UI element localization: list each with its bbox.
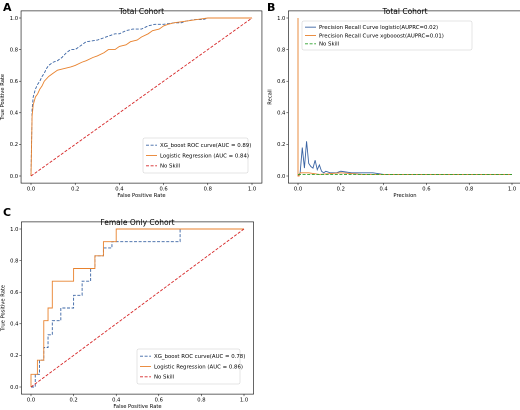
y-tick-label: 0.6 bbox=[277, 79, 285, 85]
y-tick-label: 1.0 bbox=[10, 227, 18, 233]
y-tick-label: 0.4 bbox=[10, 111, 19, 117]
y-tick-label: 0.2 bbox=[277, 142, 285, 148]
x-tick-label: 0.4 bbox=[112, 398, 121, 404]
legend-box bbox=[142, 137, 249, 174]
y-tick-label: 0.8 bbox=[277, 47, 285, 53]
chart-panel-2: Female Only Cohort 0.0 0.2 0.4 0.6 0.8 1.0 0.0 0… bbox=[0, 218, 254, 410]
panel-letter-b: B bbox=[267, 1, 275, 14]
x-tick-label: 0.4 bbox=[379, 187, 388, 193]
series-line-2 bbox=[30, 17, 253, 177]
y-tick-label: 0.0 bbox=[10, 174, 18, 180]
legend-entry-label: Precision Recall Curve xgbooost(AUPRC=0.… bbox=[319, 33, 444, 39]
y-tick-label: 1.0 bbox=[10, 16, 18, 22]
series-line-0 bbox=[297, 141, 512, 177]
panel-letter-c: C bbox=[3, 206, 11, 219]
legend-entry-label: No Skill bbox=[319, 42, 339, 48]
y-tick-label: 0.0 bbox=[10, 385, 18, 391]
panel-letter-a: A bbox=[3, 1, 12, 14]
y-tick-label: 1.0 bbox=[277, 16, 285, 22]
legend-entry-label: Logistic Regression (AUC = 0.86) bbox=[154, 364, 243, 370]
y-tick-label: 0.2 bbox=[10, 353, 18, 359]
legend-entry-label: Logistic Regression (AUC = 0.84) bbox=[160, 153, 249, 159]
y-tick-label: 0.8 bbox=[10, 258, 18, 264]
chart-panel-0: Total Cohort 0.0 0.2 0.4 0.6 0.8 1.0 0.0 0.2 0.4 0… bbox=[0, 7, 263, 199]
series-line-1 bbox=[30, 228, 244, 387]
y-axis-label: True Positive Rate bbox=[0, 285, 6, 332]
legend: XG_boost ROC curve(AUC = 0.78) Logistic R… bbox=[136, 348, 245, 385]
y-tick-label: 0.0 bbox=[277, 174, 285, 180]
legend-box bbox=[301, 20, 473, 51]
x-tick-label: 0.2 bbox=[69, 398, 77, 404]
x-axis-label: False Positive Rate bbox=[117, 193, 165, 199]
x-axis-label: Precision bbox=[393, 193, 416, 199]
y-tick-label: 0.4 bbox=[10, 322, 19, 328]
y-axis-label: Recall bbox=[267, 89, 273, 104]
x-axis-label: False Positive Rate bbox=[113, 404, 161, 410]
plot-frame bbox=[288, 10, 520, 184]
chart-title: Total Cohort bbox=[118, 7, 164, 16]
y-tick-label: 0.8 bbox=[10, 47, 18, 53]
x-tick-label: 0.6 bbox=[422, 187, 430, 193]
x-tick-label: 0.4 bbox=[115, 187, 124, 193]
x-tick-label: 1.0 bbox=[508, 187, 516, 193]
y-tick-label: 0.6 bbox=[10, 290, 18, 296]
chart-title: Total Cohort bbox=[381, 7, 427, 16]
legend-entry-label: No Skill bbox=[154, 375, 174, 381]
x-tick-label: 0.0 bbox=[294, 187, 302, 193]
y-tick-label: 0.6 bbox=[10, 79, 18, 85]
legend-entry-label: XG_boost ROC curve(AUC = 0.78) bbox=[154, 354, 245, 360]
x-tick-label: 0.8 bbox=[204, 187, 212, 193]
chart-title: Female Only Cohort bbox=[100, 218, 174, 227]
y-tick-label: 0.4 bbox=[277, 111, 286, 117]
plot-frame bbox=[20, 10, 263, 184]
x-tick-label: 0.2 bbox=[337, 187, 345, 193]
y-tick-label: 0.2 bbox=[10, 142, 18, 148]
x-tick-label: 0.6 bbox=[159, 187, 167, 193]
x-tick-label: 0.8 bbox=[465, 187, 473, 193]
legend: XG_boost ROC curve(AUC = 0.89) Logistic R… bbox=[142, 137, 251, 174]
x-tick-label: 0.8 bbox=[197, 398, 205, 404]
x-tick-label: 1.0 bbox=[248, 187, 256, 193]
legend-entry-label: No Skill bbox=[160, 164, 180, 170]
y-axis-label: True Positive Rate bbox=[0, 74, 6, 121]
legend-entry-label: XG_boost ROC curve(AUC = 0.89) bbox=[160, 143, 251, 149]
series-line-1 bbox=[297, 18, 512, 177]
legend-box bbox=[136, 348, 241, 385]
series-line-2 bbox=[30, 228, 245, 388]
x-tick-label: 0.0 bbox=[27, 187, 35, 193]
series-line-1 bbox=[30, 17, 252, 177]
x-tick-label: 0.2 bbox=[71, 187, 79, 193]
legend-entry-label: Precision Recall Curve logistic(AUPRC=0.… bbox=[319, 25, 438, 31]
x-tick-label: 0.6 bbox=[155, 398, 163, 404]
x-tick-label: 1.0 bbox=[240, 398, 248, 404]
plot-frame bbox=[21, 221, 254, 395]
chart-panel-1: Total Cohort 0.0 0.2 0.4 0.6 0.8 1.0 0.0 0.2 0.4 0… bbox=[267, 7, 520, 199]
x-tick-label: 0.0 bbox=[27, 398, 35, 404]
legend: Precision Recall Curve logistic(AUPRC=0.… bbox=[301, 20, 473, 51]
